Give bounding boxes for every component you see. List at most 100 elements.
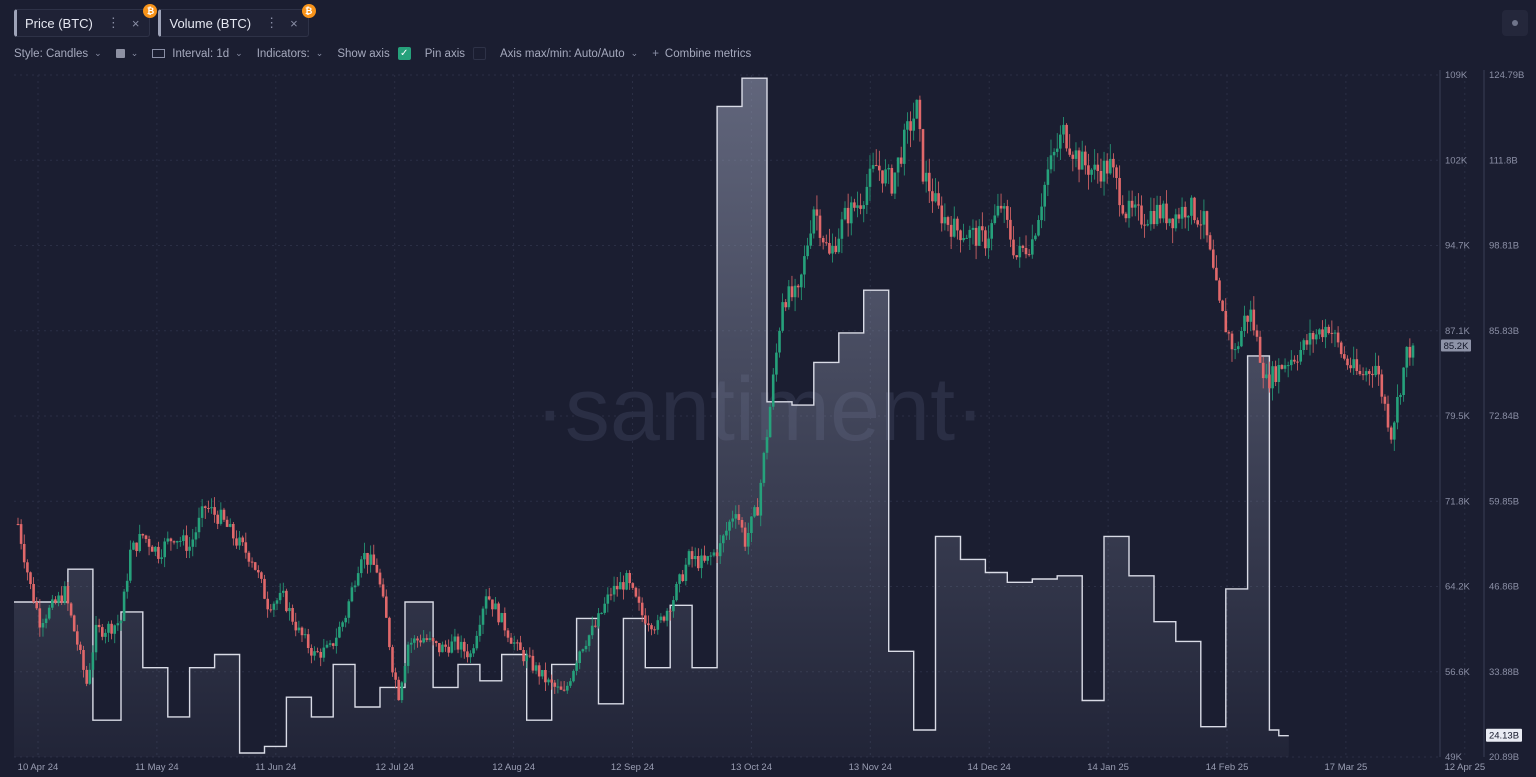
price-candle [91, 645, 95, 678]
price-candle [650, 623, 653, 636]
price-candle [144, 534, 148, 543]
price-candle [1283, 358, 1287, 373]
price-candle [912, 102, 915, 141]
price-candle [1174, 208, 1178, 232]
price-candle [918, 95, 922, 142]
pin-axis-toggle[interactable]: Pin axis [425, 47, 487, 60]
price-candle [213, 497, 216, 523]
price-candle [825, 234, 828, 246]
volume-tick-label: 85.83B [1489, 326, 1519, 337]
axis-maxmin-dropdown[interactable]: Axis max/min: Auto/Auto ⌄ [500, 48, 638, 60]
price-candle [1321, 320, 1324, 342]
price-candle [132, 540, 135, 551]
price-candle [1346, 355, 1349, 370]
price-candle [160, 549, 163, 564]
indicators-dropdown[interactable]: Indicators: ⌄ [257, 48, 324, 60]
price-candle [1286, 361, 1290, 378]
tab-price-close-icon[interactable]: × [131, 15, 140, 31]
tab-volume-btc[interactable]: Volume (BTC) ⋮ × ₿ [158, 4, 316, 37]
price-candle [753, 505, 756, 518]
price-candle [931, 178, 934, 213]
price-candle [1031, 224, 1034, 259]
price-tick-label: 102K [1445, 155, 1468, 166]
volume-tick-label: 111.8B [1489, 155, 1518, 166]
price-candle [665, 608, 669, 627]
price-candle [257, 565, 260, 579]
price-candle [1361, 367, 1365, 381]
price-candle [709, 552, 713, 566]
price-candle [247, 550, 251, 567]
price-candle [1293, 355, 1296, 365]
color-picker[interactable]: ⌄ [115, 48, 138, 59]
price-candle [19, 519, 23, 550]
price-candle [728, 519, 731, 540]
volume-tick-label: 33.88B [1489, 667, 1519, 678]
price-candle [1402, 367, 1405, 402]
price-candle [472, 644, 475, 657]
price-candle [637, 588, 641, 611]
price-candle [422, 630, 425, 644]
price-candle [216, 510, 219, 530]
price-candle [934, 178, 937, 203]
checkbox-unchecked-icon[interactable] [473, 47, 487, 60]
style-dropdown[interactable]: Style: Candles ⌄ [14, 48, 102, 60]
price-candle [35, 597, 38, 611]
price-candle [544, 662, 547, 691]
price-tick-label: 79.5K [1445, 411, 1470, 422]
price-candle [962, 223, 965, 243]
price-candle [706, 555, 709, 565]
price-candle [572, 669, 575, 683]
price-candle [974, 220, 978, 260]
price-candle [194, 526, 198, 548]
chart-toolbar: Style: Candles ⌄ ⌄ Interval: 1d ⌄ Indica… [14, 47, 765, 60]
price-candle [631, 582, 635, 590]
price-candle [575, 660, 578, 676]
price-candle [771, 368, 775, 410]
price-candle [385, 589, 388, 618]
price-candle [185, 525, 188, 558]
price-candle [266, 591, 269, 618]
tab-volume-menu-icon[interactable]: ⋮ [265, 15, 279, 30]
price-candle [1055, 133, 1059, 158]
price-candle [222, 507, 226, 522]
price-candle [147, 535, 151, 556]
price-candle [1268, 361, 1271, 393]
tab-volume-close-icon[interactable]: × [290, 15, 298, 31]
price-candle [1277, 358, 1281, 394]
show-axis-toggle[interactable]: Show axis ✓ [337, 47, 411, 60]
price-candle [1202, 199, 1206, 239]
price-candle [634, 586, 638, 598]
price-candle [1071, 151, 1075, 172]
price-candle [172, 540, 176, 545]
price-candle [600, 612, 603, 615]
price-candle [653, 626, 656, 634]
chart-options-button[interactable] [1502, 10, 1528, 36]
price-candle [41, 618, 45, 637]
price-candle [500, 612, 503, 623]
price-candle [129, 540, 132, 584]
chevron-down-icon: ⌄ [630, 48, 639, 58]
price-candle [800, 273, 803, 301]
price-candle [1074, 142, 1078, 168]
volume-area [14, 78, 1289, 757]
checkbox-checked-icon[interactable]: ✓ [397, 47, 411, 60]
price-candle [594, 619, 597, 628]
price-candle [1258, 330, 1262, 363]
price-candle [1349, 357, 1352, 373]
date-tick-label: 14 Jan 25 [1087, 762, 1129, 773]
price-candle [625, 570, 628, 591]
price-candle [1218, 277, 1221, 304]
price-candle [353, 580, 357, 593]
price-candle [347, 599, 351, 624]
price-candle [1155, 195, 1159, 227]
tab-price-menu-icon[interactable]: ⋮ [106, 15, 120, 30]
price-candle [965, 234, 968, 239]
price-candle [475, 630, 479, 651]
price-candle [375, 558, 379, 574]
tab-price-btc[interactable]: Price (BTC) ⋮ × ₿ [14, 4, 158, 37]
price-candle [1255, 324, 1259, 342]
combine-metrics-button[interactable]: + Combine metrics [652, 48, 751, 60]
price-candle [141, 533, 145, 539]
interval-dropdown[interactable]: Interval: 1d ⌄ [152, 48, 243, 60]
